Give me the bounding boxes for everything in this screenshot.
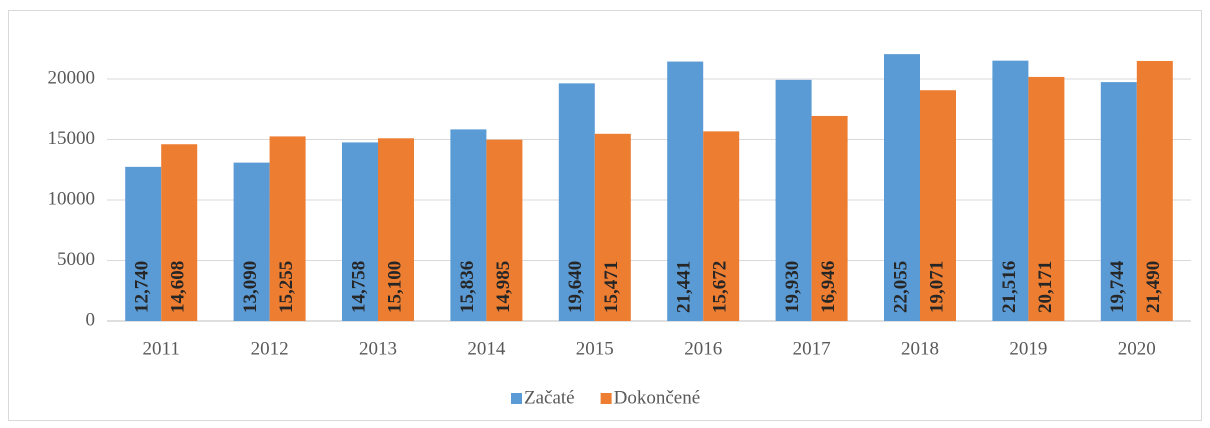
bar	[811, 115, 848, 321]
bar	[486, 139, 523, 321]
x-tick-label: 2017	[793, 338, 831, 359]
y-tick-label: 15000	[48, 128, 96, 149]
bar	[558, 83, 595, 321]
y-tick-label: 10000	[48, 188, 96, 209]
value-label: 13,090	[240, 261, 261, 313]
value-label: 16,946	[818, 261, 839, 313]
x-tick-label: 2020	[1118, 338, 1156, 359]
x-tick-label: 2011	[143, 338, 180, 359]
value-label: 14,985	[493, 261, 514, 313]
y-tick-label: 20000	[48, 67, 96, 88]
legend-label: Dokončené	[614, 387, 701, 408]
x-tick-label: 2015	[576, 338, 614, 359]
y-tick-label: 5000	[57, 249, 95, 270]
bar	[269, 136, 306, 321]
bar	[450, 129, 487, 321]
legend-label: Začaté	[524, 387, 575, 408]
bar	[703, 131, 740, 321]
value-label: 20,171	[1035, 261, 1056, 313]
value-label: 15,100	[384, 261, 405, 313]
bar	[920, 90, 956, 321]
value-label: 15,836	[457, 261, 478, 313]
x-tick-label: 2018	[901, 338, 939, 359]
bar	[378, 138, 414, 321]
bar	[775, 79, 812, 321]
bar	[594, 133, 631, 321]
value-label: 21,441	[674, 261, 695, 313]
bar	[992, 60, 1029, 321]
bar	[667, 61, 704, 321]
bar	[884, 54, 920, 322]
value-label: 15,672	[710, 261, 731, 313]
bar	[1100, 82, 1137, 322]
legend-swatch	[511, 393, 522, 404]
value-label: 19,071	[926, 261, 947, 313]
value-label: 19,640	[565, 261, 586, 313]
value-label: 19,930	[782, 261, 803, 313]
y-tick-label: 0	[86, 309, 96, 330]
x-tick-label: 2013	[359, 338, 397, 359]
value-label: 22,055	[890, 261, 911, 313]
bar	[1136, 60, 1173, 321]
value-label: 14,758	[348, 261, 369, 313]
x-tick-label: 2014	[467, 338, 506, 359]
x-tick-label: 2016	[684, 338, 722, 359]
bar	[125, 166, 162, 321]
value-label: 15,471	[601, 261, 622, 313]
x-tick-label: 2012	[251, 338, 289, 359]
value-label: 15,255	[276, 261, 297, 313]
legend-swatch	[600, 393, 612, 404]
bar	[161, 144, 198, 321]
value-label: 14,608	[168, 261, 189, 313]
bar	[233, 162, 270, 321]
x-tick-label: 2019	[1009, 338, 1047, 359]
bar	[1028, 76, 1065, 321]
value-label: 21,490	[1143, 261, 1164, 313]
value-label: 21,516	[999, 261, 1020, 313]
value-label: 19,744	[1107, 260, 1128, 313]
bar	[342, 142, 378, 321]
value-label: 12,740	[132, 261, 153, 313]
